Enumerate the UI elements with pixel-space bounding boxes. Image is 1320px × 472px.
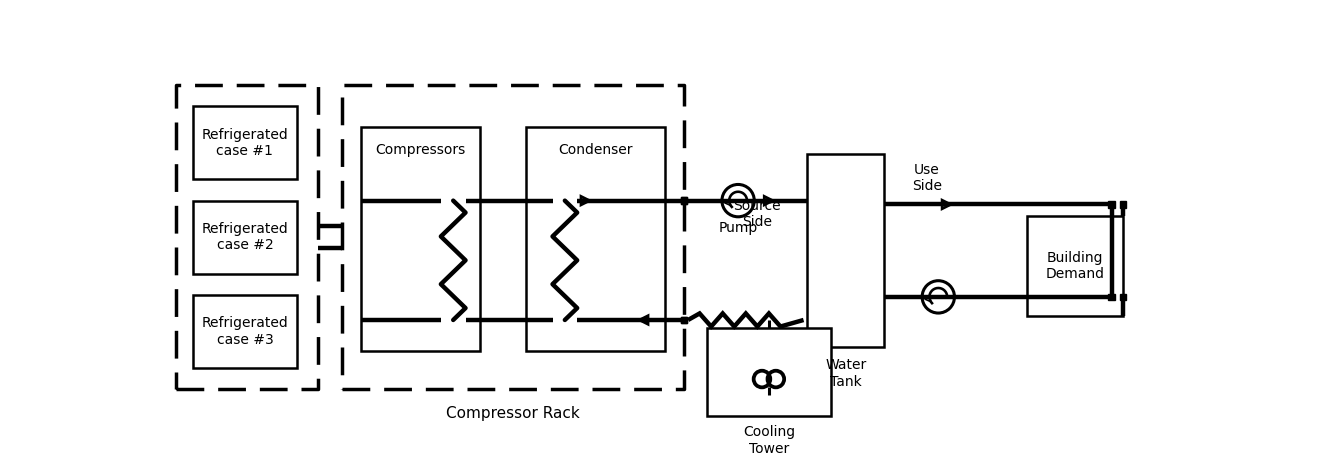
Text: Compressors: Compressors xyxy=(375,143,466,157)
Bar xyxy=(681,317,688,323)
Text: Use
Side: Use Side xyxy=(912,163,941,193)
Text: Condenser: Condenser xyxy=(558,143,632,157)
Text: Building
Demand: Building Demand xyxy=(1045,251,1105,281)
Bar xyxy=(681,197,688,204)
Text: Compressor Rack: Compressor Rack xyxy=(446,406,579,421)
Bar xyxy=(1109,201,1115,208)
Bar xyxy=(681,317,688,323)
Bar xyxy=(1119,294,1126,300)
Bar xyxy=(1109,294,1115,300)
Bar xyxy=(808,154,884,347)
Bar xyxy=(193,106,297,179)
Text: Refrigerated
case #3: Refrigerated case #3 xyxy=(202,316,288,346)
Bar xyxy=(1119,201,1126,208)
Bar xyxy=(193,295,297,368)
Text: Source
Side: Source Side xyxy=(734,199,781,229)
Bar xyxy=(527,127,665,351)
Bar xyxy=(360,127,480,351)
Text: Cooling
Tower: Cooling Tower xyxy=(743,425,795,455)
Bar xyxy=(708,328,830,416)
Bar xyxy=(1027,216,1123,316)
Text: Refrigerated
case #1: Refrigerated case #1 xyxy=(202,128,288,158)
Text: Pump: Pump xyxy=(718,221,758,236)
Text: Refrigerated
case #2: Refrigerated case #2 xyxy=(202,222,288,253)
Text: Water
Tank: Water Tank xyxy=(825,358,866,388)
Bar xyxy=(193,201,297,274)
Bar xyxy=(681,197,688,204)
